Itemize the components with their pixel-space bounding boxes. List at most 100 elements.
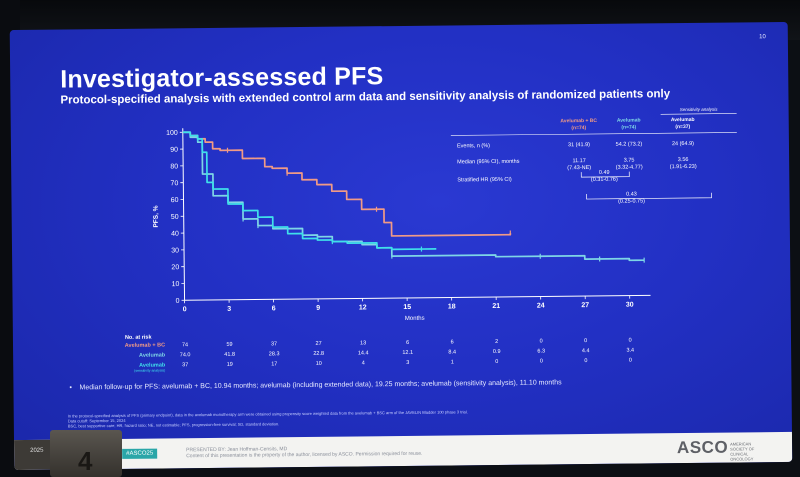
risk-cell: 17	[271, 361, 277, 367]
asco-logo-subtext: AMERICAN SOCIETY OF CLINICAL ONCOLOGY	[730, 441, 755, 462]
summary-cell: 24 (64.9)	[672, 141, 694, 147]
summary-column-name: Avelumab + BC	[560, 118, 597, 124]
risk-cell: 3.4	[626, 348, 634, 354]
y-tick-label: 60	[171, 197, 179, 204]
summary-cell: (7.43-NE)	[567, 165, 591, 171]
summary-cell: (1.91-6.23)	[670, 164, 697, 170]
risk-cell: 0	[629, 338, 632, 344]
hr-value: 0.43	[626, 192, 637, 198]
bullet-icon: •	[69, 384, 72, 392]
risk-cell: 0	[629, 358, 632, 364]
risk-cell: 1	[451, 359, 454, 365]
summary-cell: 11.17	[572, 158, 585, 164]
hr-bracket	[586, 192, 712, 200]
audience-head-silhouette	[50, 430, 122, 477]
risk-cell: 59	[226, 342, 232, 348]
y-tick-label: 100	[166, 130, 178, 137]
risk-row-label: Avelumab + BC	[125, 342, 165, 348]
risk-cell: 14.4	[358, 350, 369, 356]
foreground-object: 4	[78, 446, 93, 476]
summary-section-label: Sensitivity analysis	[680, 107, 719, 112]
x-tick-label: 15	[403, 304, 411, 311]
summary-cell: 3.56	[678, 157, 689, 163]
fineprint: In the protocol-specified analysis of PF…	[68, 406, 768, 428]
x-tick-label: 24	[537, 302, 545, 309]
presenter-note: Content of this presentation is the prop…	[186, 450, 423, 460]
y-tick-label: 30	[171, 247, 179, 254]
y-axis-title: PFS, %	[153, 205, 160, 227]
y-tick-label: 20	[171, 264, 179, 271]
summary-column-name: Avelumab	[617, 117, 641, 123]
summary-cell: 54.2 (73.2)	[616, 141, 643, 147]
risk-cell: 13	[360, 340, 366, 346]
risk-cell: 41.8	[224, 352, 235, 358]
risk-cell: 8.4	[448, 349, 456, 355]
hr-bracket	[580, 171, 630, 178]
y-tick-label: 0	[176, 298, 180, 305]
km-curve-0	[182, 131, 512, 237]
summary-section-rule	[660, 113, 737, 115]
risk-cell: 4	[362, 360, 365, 366]
x-tick-label: 6	[272, 305, 276, 312]
meeting-hashtag: #ASCO25	[122, 448, 158, 459]
risk-cell: 74	[182, 342, 188, 348]
x-tick-label: 27	[581, 302, 589, 309]
x-tick-label: 9	[316, 305, 320, 312]
presentation-slide: 10 Investigator-assessed PFS Protocol-sp…	[9, 21, 793, 471]
risk-cell: 6.3	[537, 348, 545, 354]
risk-cell: 37	[182, 362, 188, 368]
risk-cell: 74.0	[180, 352, 191, 358]
km-curve-1	[182, 131, 645, 262]
risk-cell: 2	[495, 339, 498, 345]
risk-cell: 0	[584, 338, 587, 344]
risk-cell: 10	[316, 361, 322, 367]
summary-cell: 31 (41.9)	[568, 142, 590, 148]
x-tick-label: 12	[359, 304, 367, 311]
risk-row-label: Avelumab	[139, 362, 166, 368]
risk-cell: 37	[271, 341, 277, 347]
summary-row-label: Events, n (%)	[457, 143, 490, 149]
x-tick-label: 0	[183, 306, 187, 313]
y-tick-label: 80	[170, 163, 178, 170]
y-axis-line	[182, 128, 186, 301]
hr-value: (0.25-0.75)	[618, 198, 645, 204]
summary-row-label: Median (95% CI), months	[457, 159, 520, 166]
hr-value: 0.49	[599, 170, 610, 176]
x-tick-label: 18	[448, 303, 456, 310]
risk-cell: 0	[540, 359, 543, 365]
x-axis-line	[184, 294, 651, 301]
risk-cell: 6	[406, 340, 409, 346]
summary-column-n: (n=74)	[621, 125, 636, 131]
risk-cell: 28.3	[269, 351, 280, 357]
y-tick-label: 40	[171, 231, 179, 238]
asco-logo: ASCO	[676, 437, 729, 458]
km-curve-2	[182, 131, 437, 251]
risk-cell: 19	[227, 362, 233, 368]
summary-header-rule	[450, 132, 737, 136]
risk-cell: 12.1	[402, 350, 413, 356]
hr-value: (0.31-0.76)	[591, 177, 618, 183]
x-tick-label: 21	[492, 303, 500, 310]
y-tick-label: 50	[171, 214, 179, 221]
risk-cell: 6	[451, 339, 454, 345]
footer-year: 2025	[30, 447, 44, 454]
summary-column-name: Avelumab	[671, 117, 695, 123]
risk-table-title: No. at risk	[125, 335, 153, 341]
risk-cell: 22.8	[313, 351, 324, 357]
slide-footer: 2025 #ASCO25 PRESENTED BY: Jean Hoffman-…	[14, 431, 793, 471]
summary-cell: (3.32-4.77)	[616, 164, 643, 170]
risk-cell: 27	[315, 341, 321, 347]
y-tick-label: 10	[172, 281, 180, 288]
x-tick-label: 30	[626, 302, 634, 309]
risk-cell: 0.9	[493, 349, 501, 355]
x-axis-title: Months	[405, 316, 425, 322]
presenter-credit: PRESENTED BY: Jean Hoffman-Censits, MD C…	[186, 445, 422, 459]
y-tick-label: 90	[170, 147, 178, 154]
summary-row-label: Stratified HR (95% CI)	[457, 177, 512, 184]
risk-cell: 4.4	[582, 348, 590, 354]
x-tick-label: 3	[227, 306, 231, 313]
risk-row-sublabel: (sensitivity analysis)	[134, 368, 165, 372]
summary-column-n: (n=37)	[675, 124, 690, 130]
risk-row-label: Avelumab	[139, 352, 166, 358]
